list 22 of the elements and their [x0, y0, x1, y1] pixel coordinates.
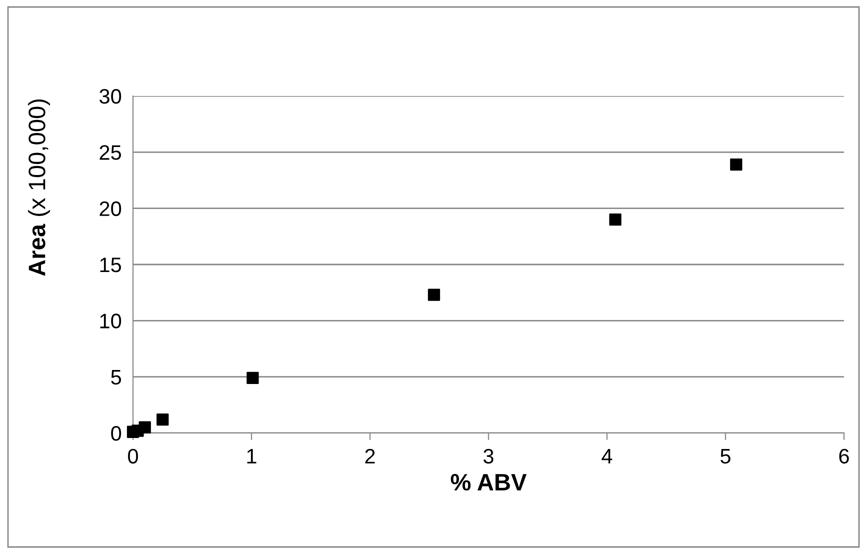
- x-axis-title: % ABV: [450, 474, 527, 491]
- x-tick-label: 3: [484, 448, 494, 464]
- point: [156, 413, 169, 426]
- y-tick-label: 25: [100, 145, 122, 160]
- x-tick-label: 2: [365, 448, 375, 464]
- point: [428, 288, 440, 301]
- point: [609, 213, 622, 226]
- x-tick-label: 0: [128, 448, 138, 464]
- x-tick-label: 4: [602, 449, 612, 464]
- x-tick-label: 6: [839, 448, 849, 464]
- y-tick-label: 30: [100, 89, 122, 104]
- point: [246, 372, 259, 384]
- point: [730, 158, 742, 171]
- y-tick-label: 10: [100, 314, 122, 328]
- point: [138, 421, 151, 434]
- y-tick-label: 0: [111, 426, 122, 441]
- y-tick-label: 15: [100, 258, 122, 272]
- x-tick-label: 1: [247, 449, 256, 464]
- x-tick-label: 5: [720, 449, 730, 464]
- y-axis-title: Area (x 100,000): [28, 99, 50, 276]
- y-tick-label: 5: [111, 370, 122, 385]
- y-tick-label: 20: [100, 201, 122, 216]
